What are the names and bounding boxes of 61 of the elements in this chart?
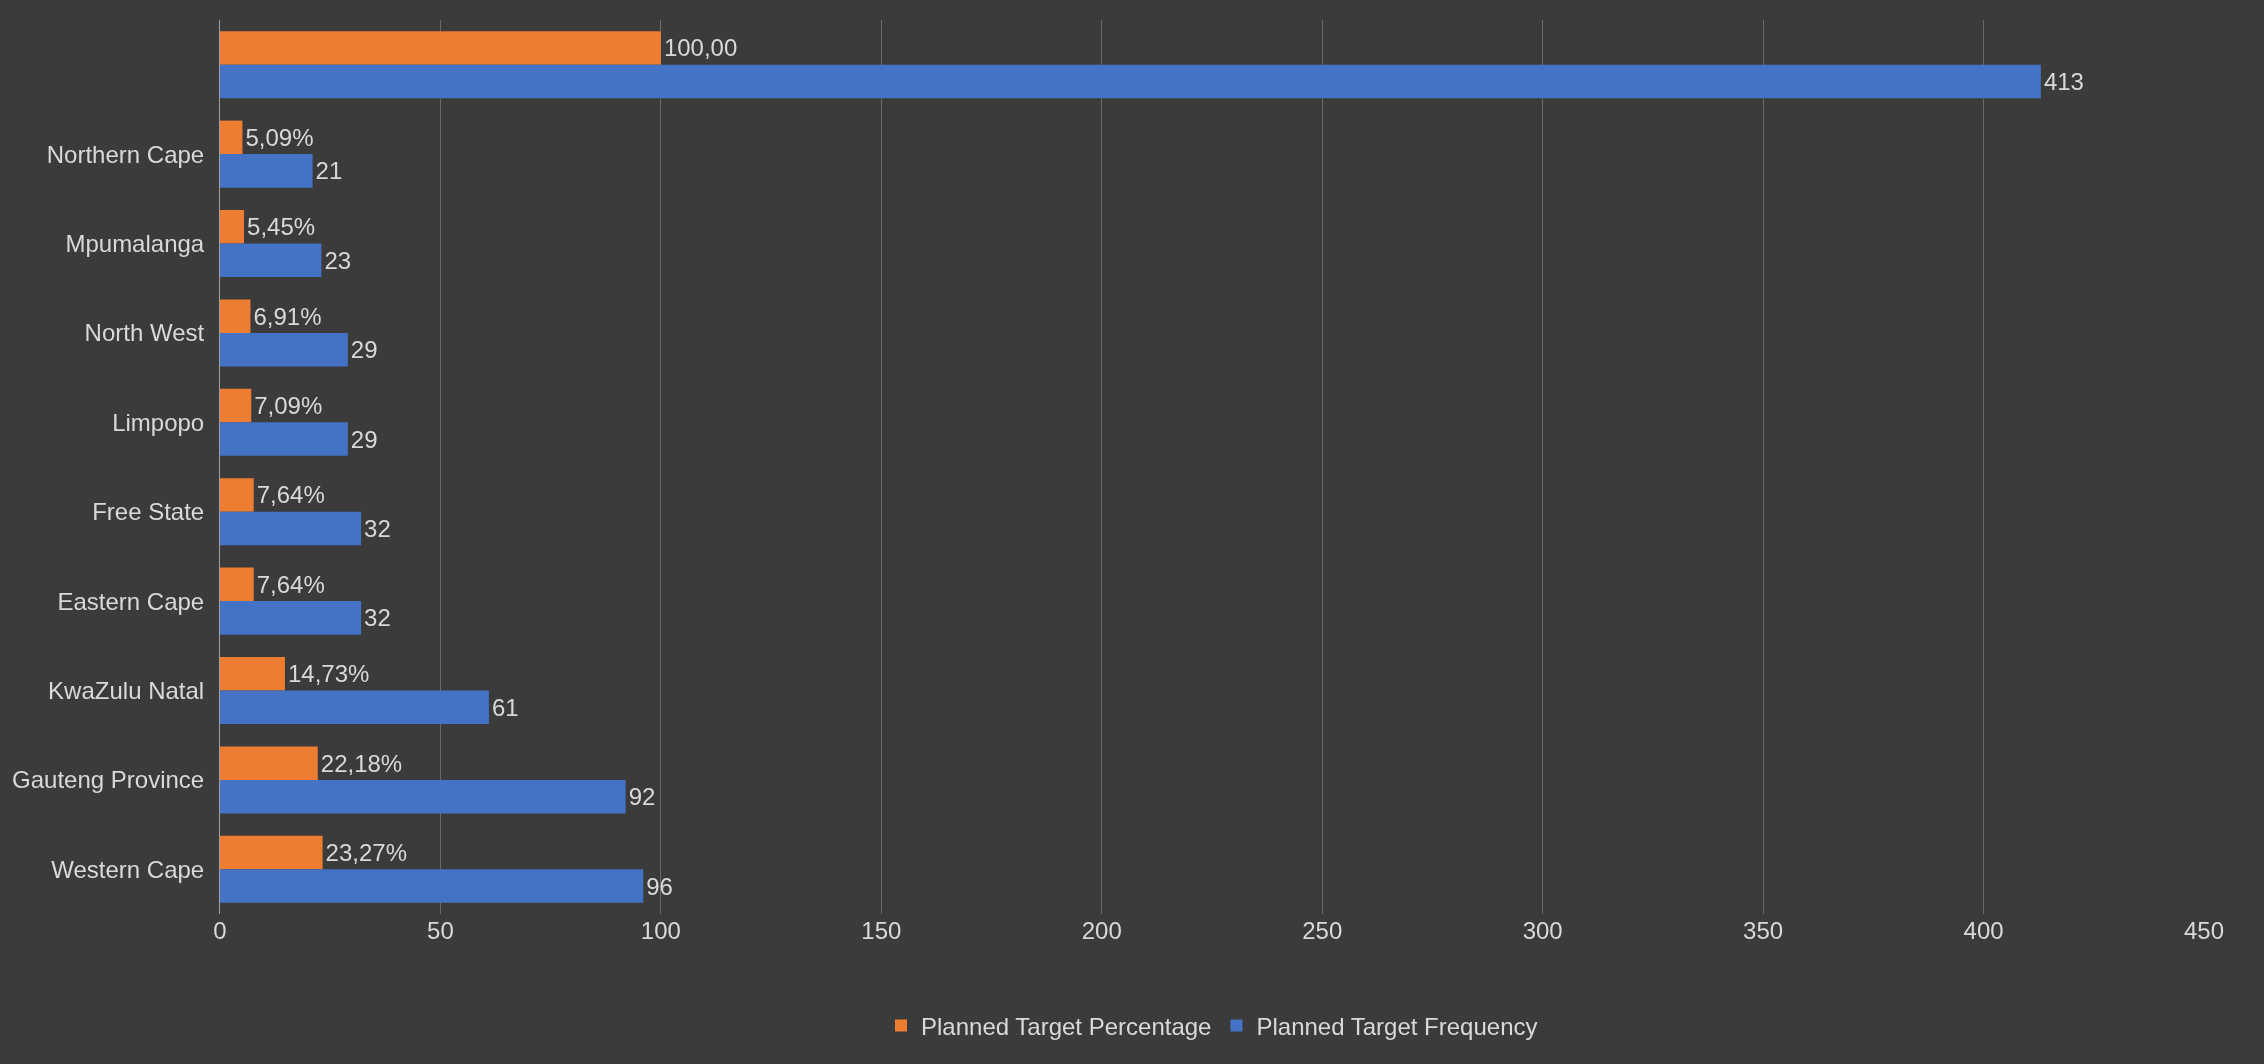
x-tick-label: 0 bbox=[213, 917, 227, 944]
data-label: 29 bbox=[350, 425, 378, 453]
y-tick-label: Limpopo bbox=[112, 408, 205, 436]
data-label: 61 bbox=[491, 693, 519, 721]
x-tick-label: 50 bbox=[427, 917, 454, 944]
data-label: 413 bbox=[2043, 67, 2084, 95]
bar bbox=[220, 656, 285, 691]
data-label: 21 bbox=[315, 157, 343, 185]
bar bbox=[220, 31, 661, 65]
data-label: 92 bbox=[628, 783, 656, 811]
bar bbox=[220, 835, 323, 870]
bar bbox=[220, 388, 252, 423]
bar bbox=[220, 746, 318, 780]
bar bbox=[220, 120, 243, 155]
bar bbox=[220, 64, 2041, 99]
data-label: 7,09% bbox=[254, 392, 323, 420]
bar bbox=[220, 332, 348, 367]
bar bbox=[220, 299, 251, 333]
x-tick-label: 150 bbox=[861, 917, 902, 944]
data-label: 23,27% bbox=[325, 839, 407, 867]
x-tick-label: 250 bbox=[1302, 917, 1343, 944]
data-label: 6,91% bbox=[253, 302, 322, 330]
y-tick-label: Northern Cape bbox=[46, 140, 205, 168]
x-tick-label: 450 bbox=[2183, 917, 2225, 944]
bar bbox=[220, 511, 362, 546]
data-label: 14,73% bbox=[287, 660, 370, 688]
bar bbox=[220, 154, 313, 188]
y-tick-label: Gauteng Province bbox=[12, 766, 205, 794]
y-tick-label: Eastern Cape bbox=[57, 587, 205, 615]
data-label: 7,64% bbox=[256, 481, 325, 509]
bar bbox=[220, 567, 254, 602]
bar bbox=[220, 209, 245, 244]
bar bbox=[220, 601, 362, 635]
data-label: 22,18% bbox=[320, 749, 403, 777]
bar bbox=[220, 690, 489, 725]
y-tick-label: North West bbox=[84, 319, 205, 347]
y-tick-label: KwaZulu Natal bbox=[48, 676, 205, 704]
x-tick-label: 200 bbox=[1081, 917, 1122, 944]
data-label: 32 bbox=[364, 604, 391, 632]
y-tick-label: Western Cape bbox=[51, 855, 205, 883]
x-tick-label: 350 bbox=[1743, 917, 1784, 944]
y-tick-label: Mpumalanga bbox=[65, 229, 205, 257]
bar bbox=[220, 243, 322, 278]
y-tick-label: Free State bbox=[92, 498, 205, 526]
data-label: 100,00 bbox=[663, 34, 738, 62]
data-label: 96 bbox=[646, 872, 673, 900]
bar bbox=[220, 779, 626, 814]
data-label: 5,45% bbox=[247, 213, 316, 241]
bar bbox=[220, 869, 644, 903]
x-tick-label: 300 bbox=[1522, 917, 1563, 944]
bar bbox=[220, 478, 254, 512]
x-tick-label: 400 bbox=[1963, 917, 2004, 944]
data-label: 5,09% bbox=[245, 123, 314, 151]
legend-label: Planned Target Frequency bbox=[1256, 1012, 1538, 1040]
data-label: 23 bbox=[324, 246, 352, 274]
data-label: 32 bbox=[364, 514, 391, 542]
data-label: 29 bbox=[350, 336, 378, 364]
bar bbox=[220, 422, 348, 456]
legend-label: Planned Target Percentage bbox=[921, 1012, 1212, 1040]
x-tick-label: 100 bbox=[640, 917, 681, 944]
data-label: 7,64% bbox=[256, 570, 325, 598]
